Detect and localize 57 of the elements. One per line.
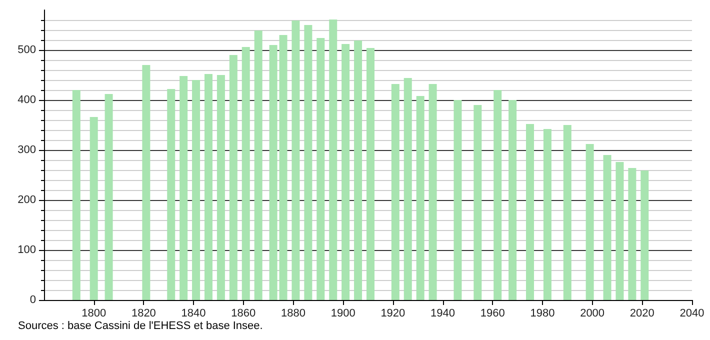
bar — [104, 94, 113, 300]
bar — [192, 80, 200, 300]
bar — [254, 30, 262, 300]
y-tick-label: 200 — [18, 194, 36, 206]
bar — [229, 55, 238, 300]
bar — [526, 124, 534, 300]
x-tick-label: 1980 — [530, 308, 555, 320]
x-tick-label: 2040 — [680, 308, 704, 320]
bar — [329, 20, 338, 300]
bar — [279, 35, 288, 300]
bar — [494, 90, 502, 300]
bar — [292, 20, 300, 300]
bar — [603, 155, 612, 300]
bar — [366, 48, 374, 300]
x-tick-label: 1920 — [380, 308, 406, 320]
y-tick-label: 100 — [18, 244, 36, 256]
bar — [167, 89, 176, 300]
bar — [316, 38, 325, 300]
bar — [342, 44, 350, 300]
bar — [416, 96, 424, 300]
bar — [508, 100, 517, 300]
bar — [454, 100, 462, 300]
x-tick-label: 2020 — [630, 308, 654, 320]
bar — [216, 75, 225, 300]
bar — [428, 84, 437, 300]
x-tick-label: 2000 — [580, 308, 605, 320]
x-tick-label: 1940 — [430, 308, 456, 320]
bar — [616, 162, 624, 300]
bar — [142, 65, 150, 300]
x-tick-label: 1880 — [280, 308, 306, 320]
bar — [586, 144, 594, 300]
y-tick-label: 300 — [18, 144, 36, 156]
bar — [474, 105, 482, 300]
bar — [72, 90, 80, 300]
x-tick-label: 1860 — [231, 308, 256, 320]
y-tick-label: 400 — [18, 94, 36, 106]
bar — [269, 45, 278, 300]
x-tick-label: 1800 — [82, 308, 106, 320]
x-tick-label: 1960 — [480, 308, 505, 320]
source-note: Sources : base Cassini de l'EHESS et base Insee. — [18, 320, 264, 332]
bar — [404, 78, 412, 300]
bar — [242, 47, 250, 300]
bar — [90, 117, 98, 300]
x-tick-label: 1900 — [330, 308, 356, 320]
x-tick-label: 1820 — [131, 308, 156, 320]
bar — [543, 129, 552, 300]
bar — [180, 76, 188, 300]
y-tick-label: 500 — [18, 44, 36, 56]
bar — [204, 74, 212, 300]
bar — [628, 168, 636, 300]
bar — [563, 125, 572, 300]
bar — [304, 25, 312, 300]
bar — [354, 40, 362, 300]
bar — [640, 170, 649, 300]
x-tick-label: 1840 — [181, 308, 206, 320]
bar — [391, 84, 400, 300]
y-tick-label: 0 — [30, 294, 36, 306]
